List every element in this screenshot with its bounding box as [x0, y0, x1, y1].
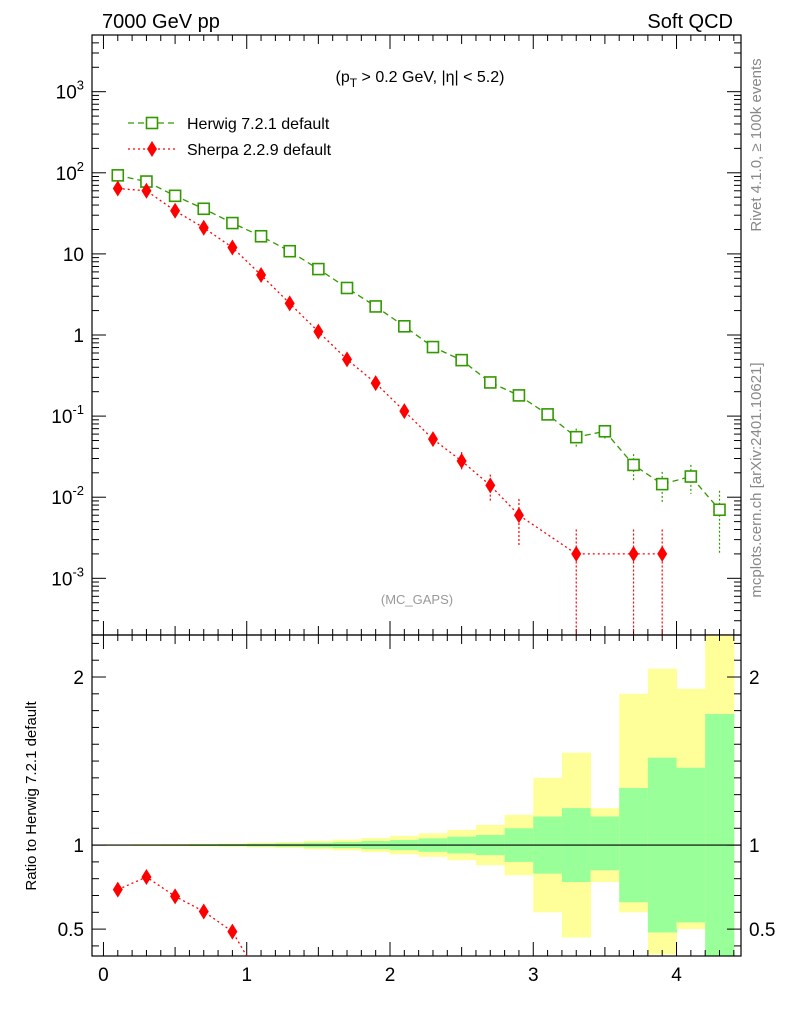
data-point: [627, 458, 640, 472]
x-tick-label: 1: [241, 965, 252, 986]
x-tick-label: 4: [671, 965, 682, 986]
ratio-y-tick-label-right: 2: [749, 668, 760, 689]
x-tick-label: 3: [528, 965, 539, 986]
watermark-label: (MC_GAPS): [381, 592, 453, 607]
data-point: [198, 219, 209, 236]
data-point: [197, 202, 211, 216]
band-green: [705, 713, 735, 956]
data-point: [426, 340, 440, 354]
main-title: (pT > 0.2 GeV, |η| < 5.2): [336, 69, 505, 90]
data-point: [284, 295, 295, 312]
y-tick-label: 10: [63, 245, 84, 266]
header-left-label: 7000 GeV pp: [102, 11, 220, 33]
data-point: [628, 545, 639, 562]
data-point: [398, 320, 411, 333]
data-point: [370, 375, 381, 392]
data-point: [655, 477, 669, 491]
data-point: [254, 229, 268, 243]
data-point: [571, 545, 582, 562]
y-tick-label: 10-1: [51, 402, 84, 428]
legend-marker: [147, 141, 157, 157]
ratio-frame-border: [91, 634, 742, 957]
data-point: [512, 389, 526, 402]
ratio-point: [170, 888, 181, 905]
data-point: [456, 452, 467, 469]
series-line: [117, 174, 721, 511]
data-point: [684, 470, 698, 483]
ratio-y-tick-label-right: 1: [749, 836, 760, 857]
main-data: [111, 169, 726, 635]
y-tick-label: 103: [56, 78, 84, 104]
ratio-point: [112, 881, 123, 898]
data-point: [141, 182, 152, 199]
y-tick-label: 10-2: [51, 483, 84, 509]
legend-label: Herwig 7.2.1 default: [187, 116, 330, 133]
data-point: [483, 376, 497, 389]
ratio-panel: 0 1 2 3 4 0.5 0.5 1 1 2 2 Ratio to Herwig 7.2.1 def…: [23, 634, 775, 986]
ratio-line: [117, 876, 248, 956]
band-green: [590, 816, 620, 871]
x-tick-label: 2: [385, 965, 396, 986]
data-point: [256, 266, 267, 283]
data-point: [342, 351, 353, 368]
data-point: [541, 408, 554, 421]
y-tick-label: 1: [73, 326, 84, 347]
series-line: [117, 187, 663, 555]
data-point: [455, 353, 468, 367]
data-point: [485, 477, 496, 494]
y-tick-label: 10-3: [51, 564, 84, 590]
header-right-label: Soft QCD: [647, 11, 733, 33]
ratio-data: [112, 869, 248, 956]
ratio-point: [141, 869, 152, 886]
data-point: [283, 244, 297, 258]
ratio-point: [198, 903, 209, 920]
data-point: [168, 189, 182, 203]
data-point: [369, 300, 382, 313]
data-point: [657, 545, 668, 562]
y-tick-label: 102: [56, 159, 84, 185]
data-point: [227, 239, 238, 256]
ratio-y-tick-label: 2: [73, 668, 84, 689]
data-point: [513, 507, 524, 524]
data-point: [111, 169, 125, 182]
ratio-y-tick-label: 0.5: [58, 920, 84, 941]
data-point: [312, 262, 325, 276]
x-tick-label: 0: [98, 965, 109, 986]
uncertainty-bands: [103, 635, 735, 956]
legend-label: Sherpa 2.2.9 default: [187, 142, 332, 159]
mcplots-citation-label: mcplots.cern.ch [arXiv:2401.10621]: [748, 362, 765, 597]
ratio-y-tick-label-right: 0.5: [749, 920, 775, 941]
ratio-y-axis-label: Ratio to Herwig 7.2.1 default: [23, 701, 40, 891]
data-point: [713, 503, 726, 517]
data-point: [427, 431, 438, 448]
ratio-y-tick-label: 1: [73, 836, 84, 857]
legend: Herwig 7.2.1 default Sherpa 2.2.9 default: [128, 116, 332, 159]
rivet-version-label: Rivet 4.1.0, ≥ 100k events: [748, 58, 765, 231]
legend-marker: [145, 116, 159, 130]
data-point: [399, 403, 410, 420]
data-point: [340, 281, 354, 295]
data-point: [569, 430, 583, 444]
ratio-point: [227, 923, 238, 940]
data-point: [313, 323, 324, 340]
data-point: [112, 180, 123, 197]
data-point: [226, 216, 239, 230]
data-point: [598, 424, 612, 438]
data-point: [170, 202, 181, 219]
